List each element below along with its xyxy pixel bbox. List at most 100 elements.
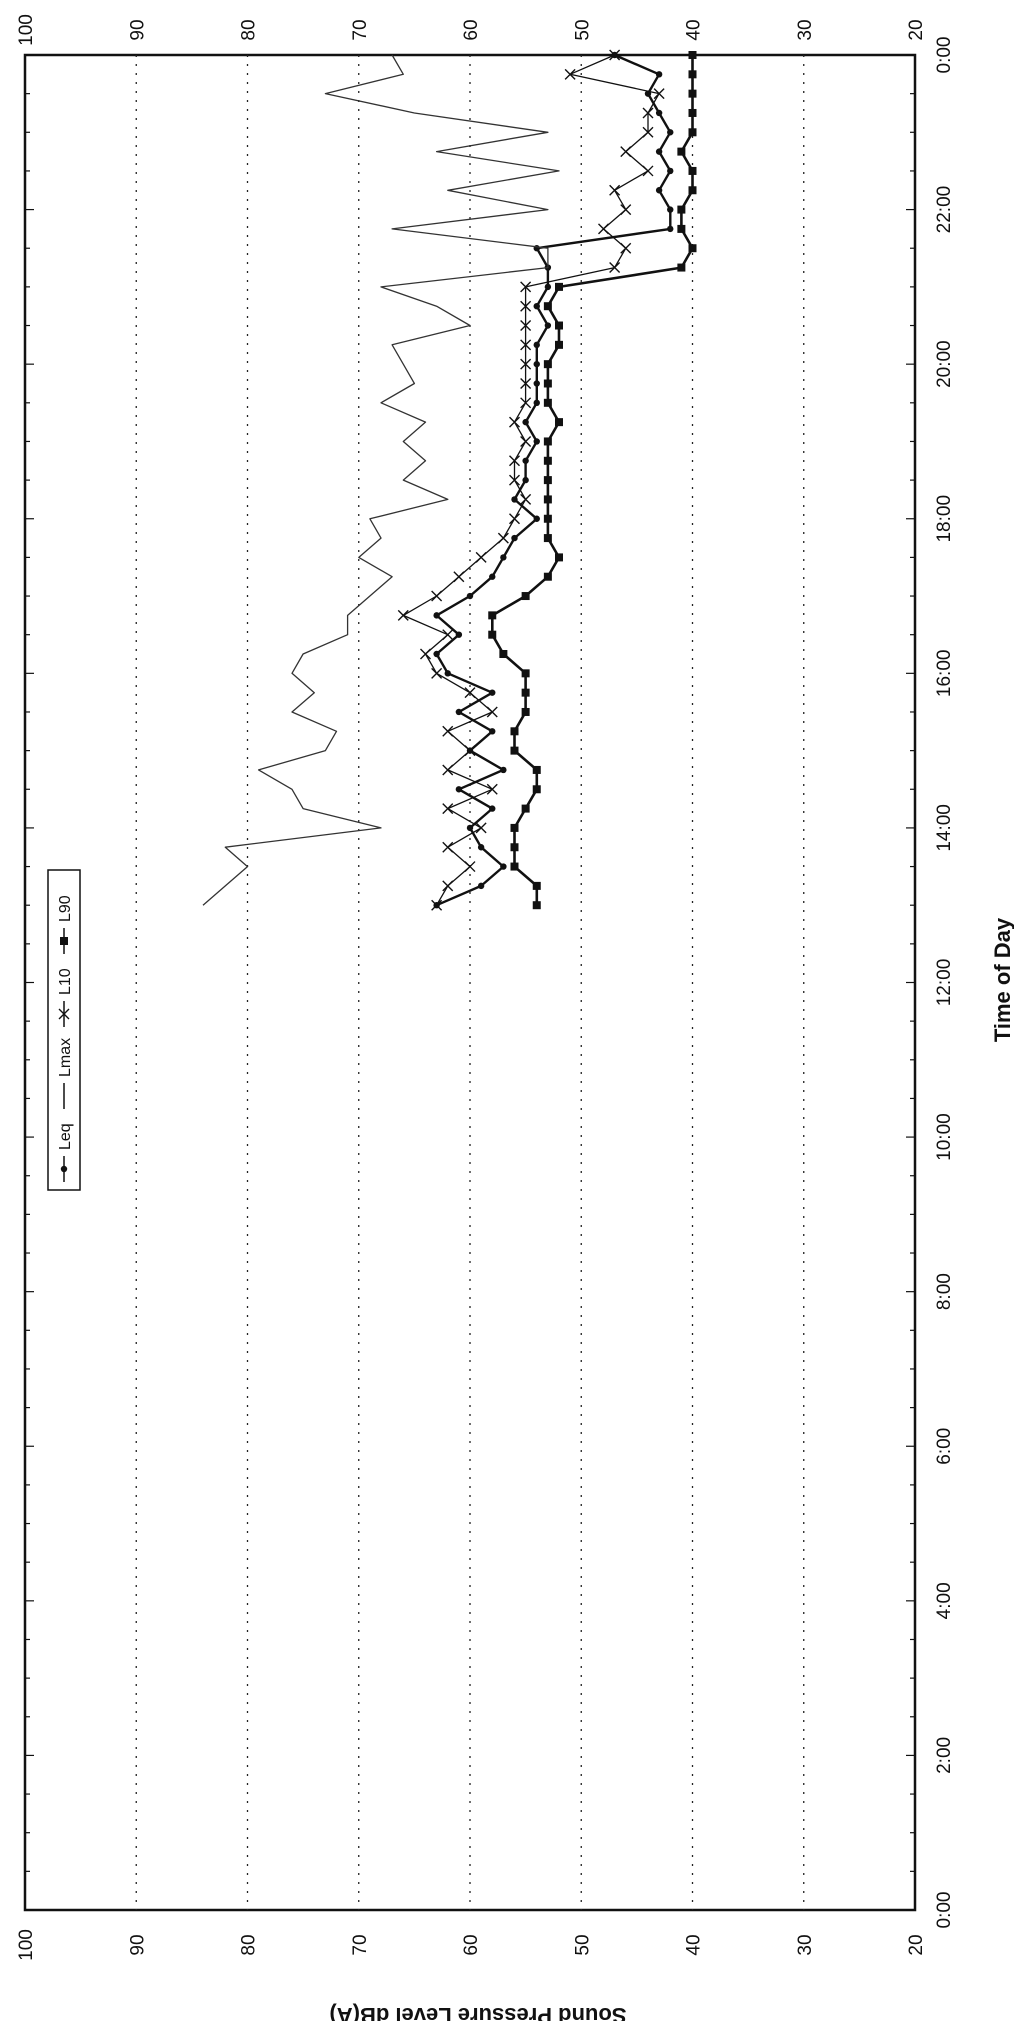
x-tick-label: 8:00 [934,1273,955,1310]
l10-point [442,880,454,892]
leq-point [500,863,507,870]
l90-point [688,128,697,137]
l10-point [520,320,532,332]
x-tick-label: 0:00 [934,37,955,74]
gridlines [135,55,805,1910]
l90-point [532,765,541,774]
l10-point [442,841,454,853]
l90-point [543,302,552,311]
leq-point [511,496,518,503]
l90-point [510,862,519,871]
y-tick-label: 40 [684,1934,705,1955]
l90-point [677,224,686,233]
y-axis-labels-left: 20 30 40 50 60 70 80 90 100 [16,1929,927,1961]
l10-point [442,725,454,737]
l90-point [688,51,697,59]
leq-point [655,148,663,155]
l90-point [510,843,519,852]
leq-point [522,418,529,426]
l90-point [688,70,697,79]
x-tick-label: 18:00 [934,495,955,543]
leq-point [500,766,507,774]
y-tick-label-top: 70 [350,19,371,40]
x-tick-label: 10:00 [934,1113,955,1161]
leq-point [489,573,496,580]
l90-point [543,495,552,504]
leq-point [667,167,674,175]
leq-point [533,399,540,407]
l10-point [464,687,476,699]
x-tick-label: 4:00 [934,1582,955,1619]
l10-point [509,416,520,428]
series-layer [202,49,697,911]
l90-point [532,785,541,794]
y-tick-label-top: 80 [239,19,260,40]
l10-point [442,629,454,641]
l90-point [521,804,530,813]
series-lmax [202,54,560,906]
legend-box [47,869,81,1191]
l10-point [620,204,632,216]
l10-point [486,706,498,718]
l90-point [521,592,530,601]
leq-point [667,129,674,136]
y-tick-label-top: 20 [906,19,927,40]
leq-point [489,805,496,812]
series-leq [433,51,674,909]
y-tick-label-top: 50 [572,19,593,40]
l10-point [520,435,532,447]
l90-point [688,166,697,175]
l10-point [497,532,509,544]
leq-point [511,534,518,542]
legend: Leq Lmax L10 L90 [47,869,81,1191]
leq-point [522,476,529,484]
y-tick-label: 100 [16,1929,37,1961]
leq-point [655,187,663,194]
l10-point [420,648,431,660]
l90-point [543,360,552,369]
l90-point [543,437,552,446]
y-tick-label: 20 [906,1934,927,1955]
l10-point [464,745,476,757]
leq-point [655,71,663,78]
l10-point [609,262,621,274]
l90-point [488,630,497,639]
leq-point [433,650,440,658]
x-tick-label: 20:00 [934,340,955,388]
x-tick-label: 2:00 [934,1737,955,1774]
l90-point [521,669,530,678]
leq-point [522,457,529,464]
leq-point [466,592,474,600]
y-tick-label: 80 [239,1934,260,1955]
leq-point [544,283,552,291]
l10-point [642,126,654,138]
l90-point [488,611,497,620]
series-l90 [488,51,697,910]
y-tick-label-top: 30 [795,19,816,40]
legend-l90-point [60,937,68,945]
y-tick-label: 60 [461,1934,482,1955]
l90-point [555,553,563,562]
l10-point [453,571,465,583]
legend-items: Leq Lmax L10 L90 [57,895,74,1182]
l10-point [609,49,621,61]
l10-point [642,107,654,119]
series-l10 [397,49,665,911]
l10-point [397,609,409,621]
leq-point [667,206,674,213]
leq-point [477,844,485,851]
l10-point [609,184,621,196]
y-tick-label-top: 40 [684,19,705,40]
l10-point [564,68,576,80]
l90-point [677,147,686,156]
l90-point [510,823,519,832]
x-tick-label: 12:00 [934,959,955,1007]
l90-point [543,456,552,465]
l90-point [543,398,552,407]
y-tick-label: 70 [350,1934,371,1955]
l90-point [688,244,697,253]
leq-point [655,109,663,117]
l10-point [620,242,632,254]
legend-label-leq: Leq [57,1123,74,1150]
